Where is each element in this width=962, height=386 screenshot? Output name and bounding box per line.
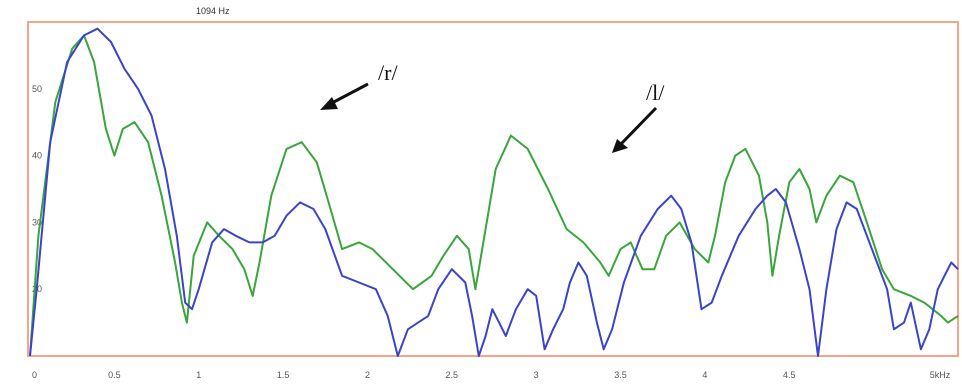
- x-tick-label: 3.5: [614, 370, 627, 380]
- x-tick-label: 1: [196, 370, 201, 380]
- y-tick-label: 30: [32, 217, 42, 227]
- y-tick-label: 40: [32, 151, 42, 161]
- x-tick-label: 0: [32, 370, 37, 380]
- x-tick-label: 1.5: [277, 370, 290, 380]
- x-tick-label: 2.5: [446, 370, 459, 380]
- cursor-readout: 1094 Hz: [196, 6, 230, 16]
- series-layer: [29, 27, 959, 357]
- annotation-l: /l/: [612, 80, 665, 153]
- series-line-blue: [29, 27, 959, 357]
- annotation-r-label: /r/: [378, 60, 398, 85]
- x-tick-label: 2: [365, 370, 370, 380]
- arrow-l-line: [619, 106, 658, 146]
- arrow-r-head: [320, 97, 338, 110]
- x-tick-label: 3: [534, 370, 539, 380]
- series-line-green: [29, 34, 959, 357]
- y-tick-label: 50: [32, 84, 42, 94]
- x-tick-label: 0.5: [108, 370, 121, 380]
- plot-frame: [27, 21, 959, 357]
- arrow-r-line: [329, 82, 369, 106]
- x-tick-label: 5kHz: [930, 370, 951, 380]
- x-tick-label: 4: [702, 370, 707, 380]
- annotation-l-label: /l/: [646, 80, 665, 105]
- x-tick-label: 4.5: [783, 370, 796, 380]
- annotation-r: /r/: [320, 60, 398, 110]
- x-axis-ticks: 0 0.5 1 1.5 2 2.5 3 3.5 4 4.5 5kHz: [32, 370, 951, 380]
- arrow-l-head: [612, 139, 628, 153]
